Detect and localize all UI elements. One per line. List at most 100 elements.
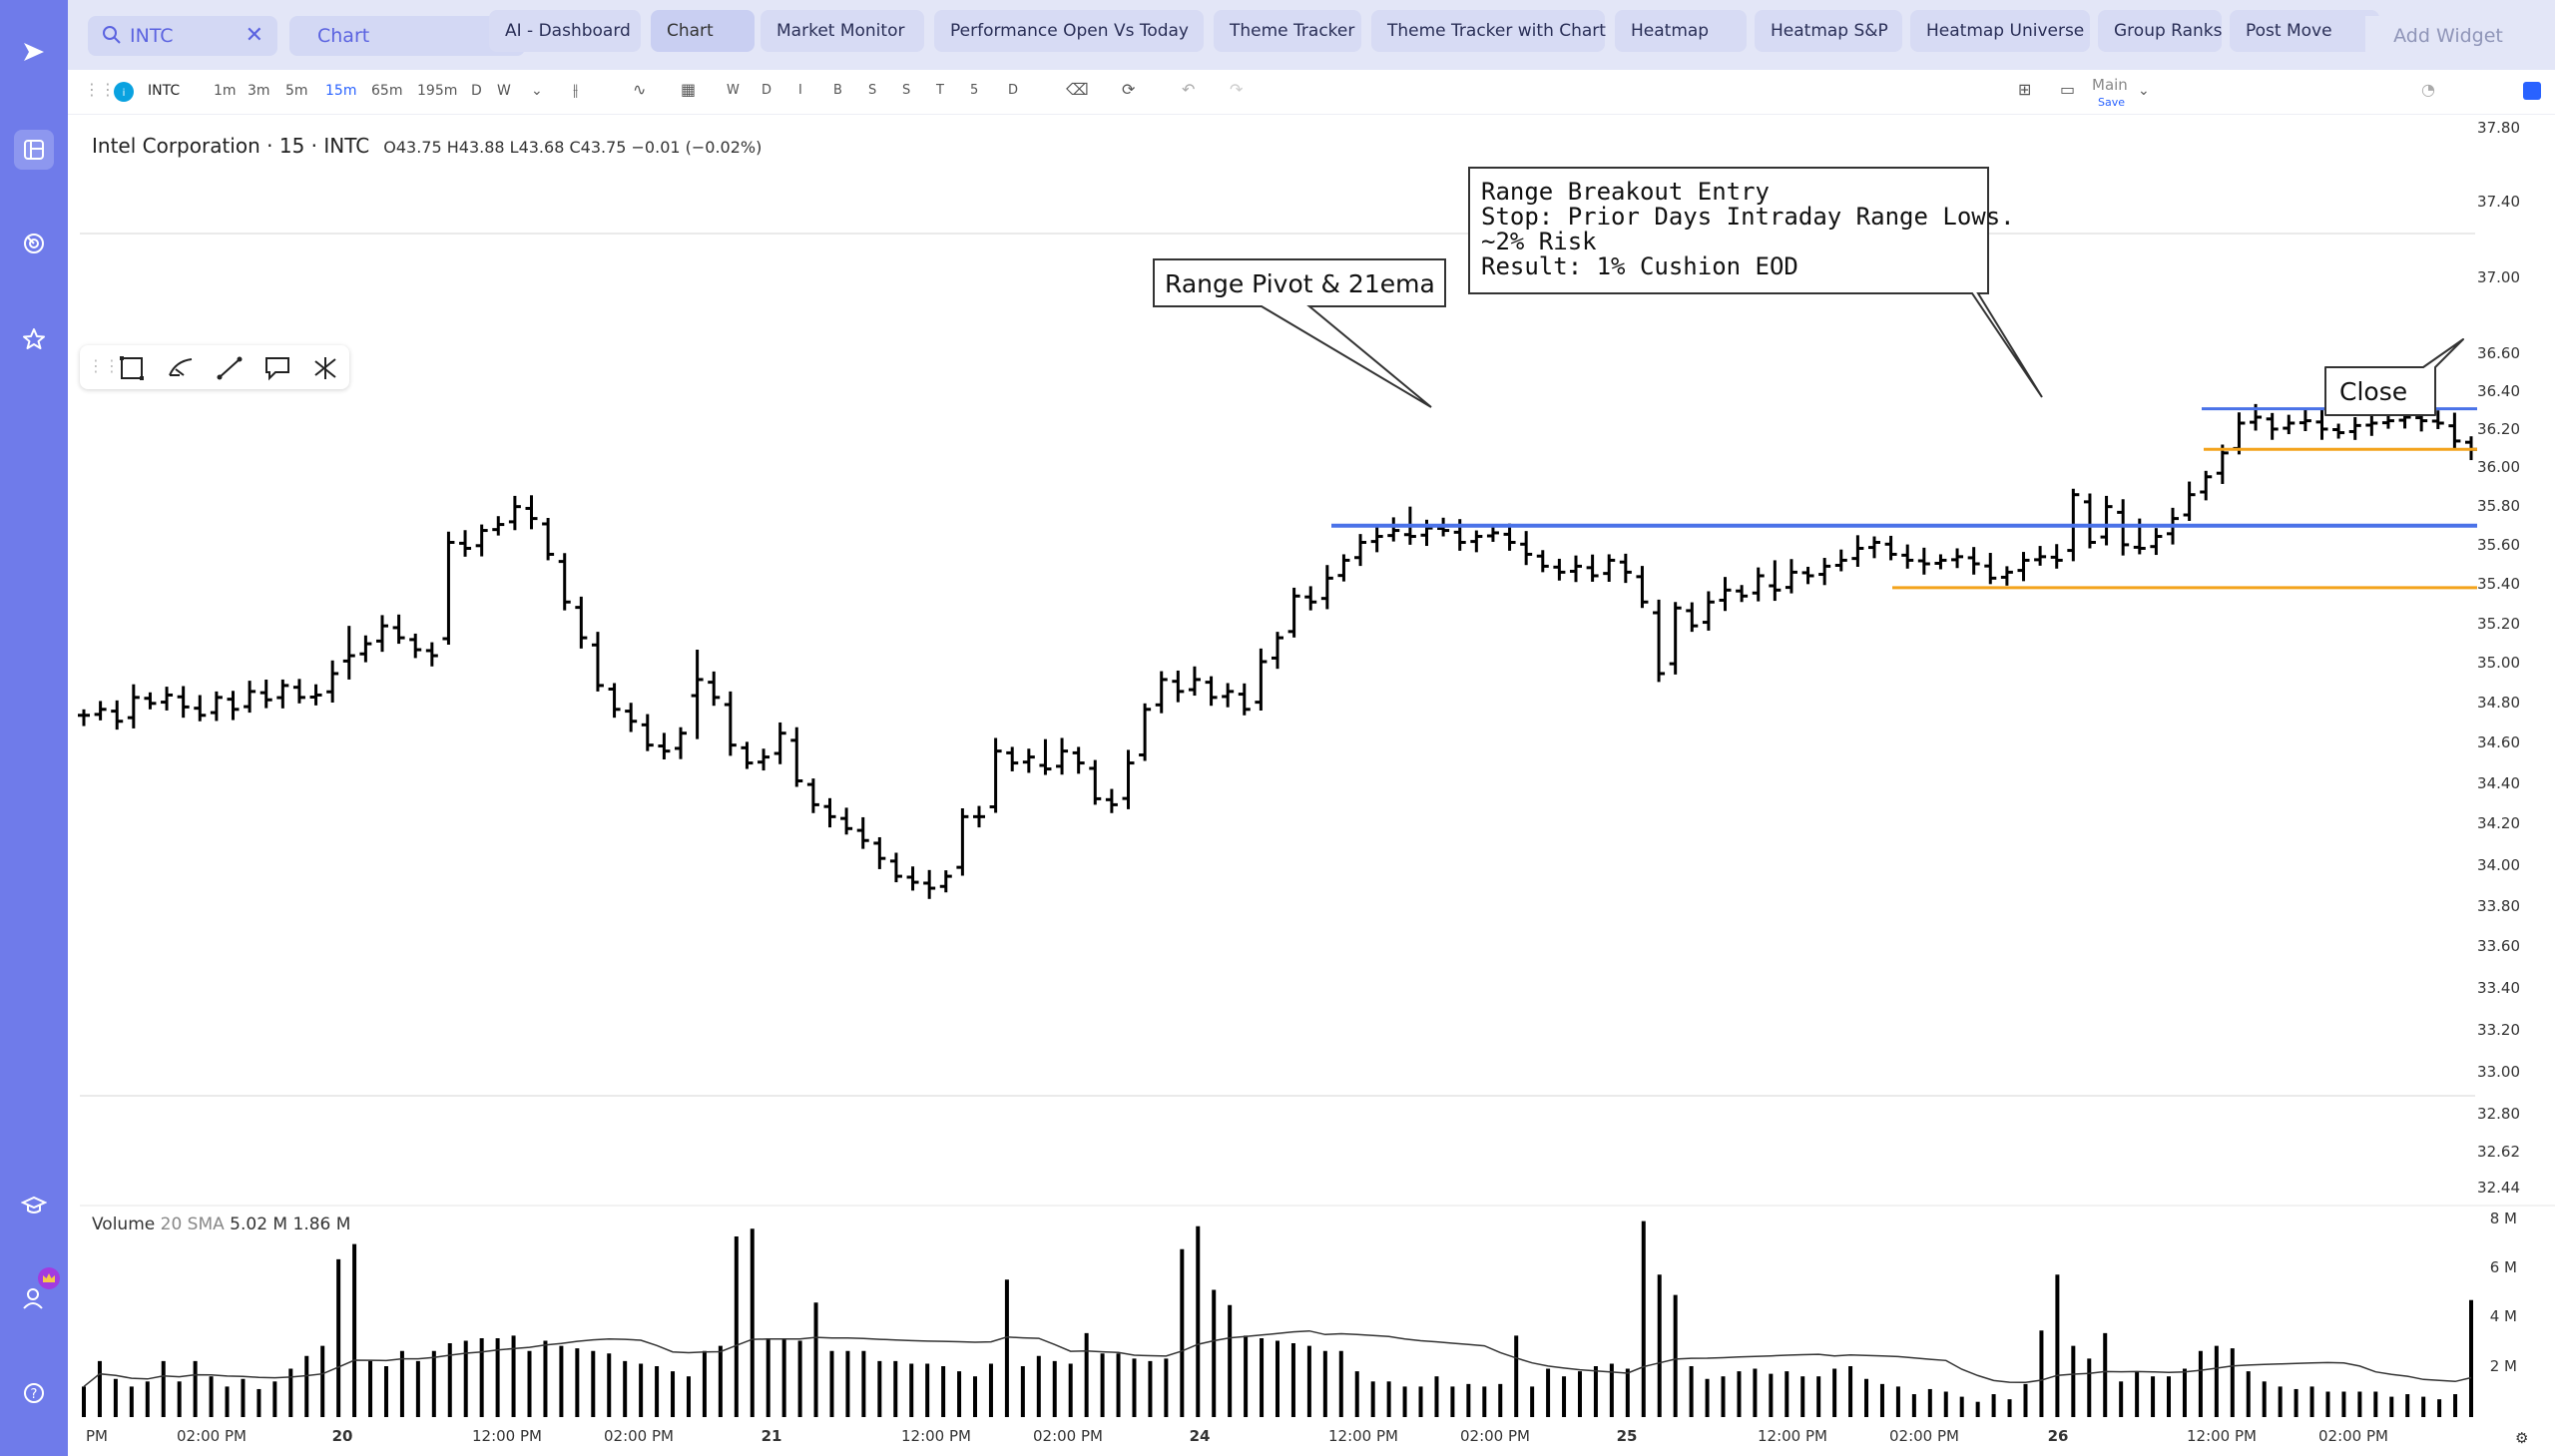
ohlc-bar	[873, 836, 886, 869]
ohlc-bar	[1155, 671, 1168, 714]
interval-1m[interactable]: 1m	[214, 83, 237, 99]
ohlc-bar	[641, 714, 654, 751]
x-tick-label: 12:00 PM	[1758, 1427, 1827, 1445]
ohlc-bar	[359, 635, 372, 663]
x-tick-label: 02:00 PM	[1033, 1427, 1103, 1445]
ohlc-bar	[1205, 676, 1218, 707]
user-crown-icon[interactable]	[14, 1277, 54, 1317]
view-select[interactable]: Chart	[289, 16, 525, 56]
toolbar-letter-7[interactable]: 5	[970, 83, 979, 98]
interval-w[interactable]: W	[497, 83, 511, 99]
volume-value-1: 5.02 M	[230, 1214, 288, 1234]
interval-3m[interactable]: 3m	[248, 83, 270, 99]
tab-heatmap[interactable]: Heatmap	[1615, 10, 1747, 52]
layout-name[interactable]: Main	[2092, 76, 2128, 94]
tab-heatmap-s-p[interactable]: Heatmap S&P	[1755, 10, 1902, 52]
ohlc-bar	[2315, 408, 2328, 440]
radar-icon[interactable]	[14, 224, 54, 263]
y-tick-label: 36.00	[2477, 458, 2520, 476]
folder-icon[interactable]: ▭	[2060, 80, 2076, 99]
callout-tool-icon[interactable]	[263, 355, 291, 381]
interval-15m[interactable]: 15m	[325, 83, 357, 99]
star-icon[interactable]	[14, 319, 54, 359]
ohlc-bar	[459, 530, 472, 557]
ohlc-bar	[1719, 577, 1732, 612]
tab-chart[interactable]: Chart	[651, 10, 755, 52]
toolbar-letter-8[interactable]: D	[1008, 83, 1019, 98]
ohlc-bar	[1702, 591, 1715, 631]
toolbar-letter-6[interactable]: T	[936, 83, 944, 98]
callout-breakout-line: ~2% Risk	[1481, 228, 1597, 255]
tab-heatmap-universe[interactable]: Heatmap Universe	[1910, 10, 2090, 52]
add-widget-button[interactable]: Add Widget	[2365, 16, 2531, 56]
eraser-icon[interactable]: ⌫	[1066, 80, 1089, 99]
toolbar-letter-5[interactable]: S	[902, 83, 911, 98]
interval-d[interactable]: D	[471, 83, 482, 99]
brush-tool-icon[interactable]	[166, 355, 196, 381]
logo-icon[interactable]	[14, 32, 54, 72]
ohlc-bar	[2000, 566, 2013, 586]
chevron-down-icon[interactable]: ⌄	[2138, 83, 2150, 99]
toolbar-letter-0[interactable]: W	[727, 83, 740, 98]
toolbar-letter-3[interactable]: B	[833, 83, 842, 98]
tab-theme-tracker[interactable]: Theme Tracker	[1214, 10, 1361, 52]
redo-icon[interactable]: ↷	[1230, 80, 1244, 99]
dashboard-icon[interactable]	[14, 130, 54, 170]
toolbar-letter-4[interactable]: S	[868, 83, 877, 98]
ohlc-bar	[1503, 523, 1516, 551]
drag-handle-icon[interactable]: ⋮⋮	[84, 80, 116, 99]
ohlc-bar	[1769, 560, 1782, 602]
ohlc-bar	[177, 686, 190, 719]
alert-clock-icon[interactable]: ◔	[2421, 80, 2435, 99]
tab-performance-open-vs-today[interactable]: Performance Open Vs Today	[934, 10, 1204, 52]
panel-color-icon[interactable]	[2523, 82, 2541, 104]
tab-theme-tracker-with-chart[interactable]: Theme Tracker with Chart	[1371, 10, 1606, 52]
ohlc-bar	[758, 748, 770, 771]
svg-text:?: ?	[31, 1387, 38, 1402]
ohlc-bar	[1834, 549, 1847, 572]
price-chart[interactable]: 37.80 37.40 37.00 36.60 36.40 36.20 36.00 35.80…	[68, 70, 2555, 1456]
tab-market-monitor[interactable]: Market Monitor	[761, 10, 924, 52]
interval-195m[interactable]: 195m	[417, 83, 458, 99]
symbol-search-input[interactable]: INTC ✕	[88, 16, 277, 56]
layout-save[interactable]: Save	[2098, 96, 2126, 109]
indicator-compare-icon[interactable]: ⫲	[573, 80, 579, 99]
layout-icon[interactable]: ⊞	[2018, 80, 2032, 99]
fib-tool-icon[interactable]	[311, 355, 339, 381]
undo-icon[interactable]: ↶	[1182, 80, 1196, 99]
refresh-icon[interactable]: ⟳	[1122, 80, 1136, 99]
ohlc-bar	[2017, 552, 2030, 582]
interval-5m[interactable]: 5m	[285, 83, 308, 99]
tab-group-ranks[interactable]: Group Ranks	[2098, 10, 2223, 52]
ohlc-bar	[2034, 546, 2047, 566]
tab-post-move[interactable]: Post Move	[2230, 10, 2379, 52]
education-icon[interactable]	[14, 1186, 54, 1225]
ohlc-bar	[259, 679, 272, 709]
chevron-down-icon[interactable]: ⌄	[531, 83, 543, 99]
ohlc-bar	[425, 642, 438, 667]
ohlc-bar	[2332, 423, 2345, 439]
trend-line-tool-icon[interactable]	[216, 355, 244, 381]
settings-gear-icon[interactable]: ⚙	[2515, 1429, 2528, 1447]
tab-ai-dashboard[interactable]: AI - Dashboard	[489, 10, 641, 52]
callout-breakout-line: Result: 1% Cushion EOD	[1481, 252, 1798, 280]
ohlc-bar	[525, 495, 538, 530]
toolbar-letter-2[interactable]: I	[798, 83, 802, 98]
x-tick-label: 12:00 PM	[901, 1427, 971, 1445]
toolbar-letter-1[interactable]: D	[762, 83, 772, 98]
ohlc-bar	[1139, 703, 1152, 761]
ohlc-bar	[1172, 670, 1185, 703]
interval-65m[interactable]: 65m	[371, 83, 403, 99]
ohlc-bar	[1470, 530, 1483, 553]
help-icon[interactable]: ?	[14, 1373, 54, 1413]
indicators-icon[interactable]: ∿	[633, 80, 647, 99]
ohlc-bar	[1884, 535, 1897, 561]
ohlc-bar	[973, 805, 985, 828]
chart-legend: Intel Corporation · 15 · INTC O43.75 H43.…	[92, 134, 762, 158]
drag-handle-icon[interactable]: ⋮⋮	[88, 356, 120, 375]
toolbar-symbol[interactable]: INTC	[148, 83, 181, 99]
templates-icon[interactable]: ▦	[681, 80, 697, 99]
rectangle-tool-icon[interactable]	[118, 355, 146, 381]
clear-search-icon[interactable]: ✕	[245, 23, 263, 48]
